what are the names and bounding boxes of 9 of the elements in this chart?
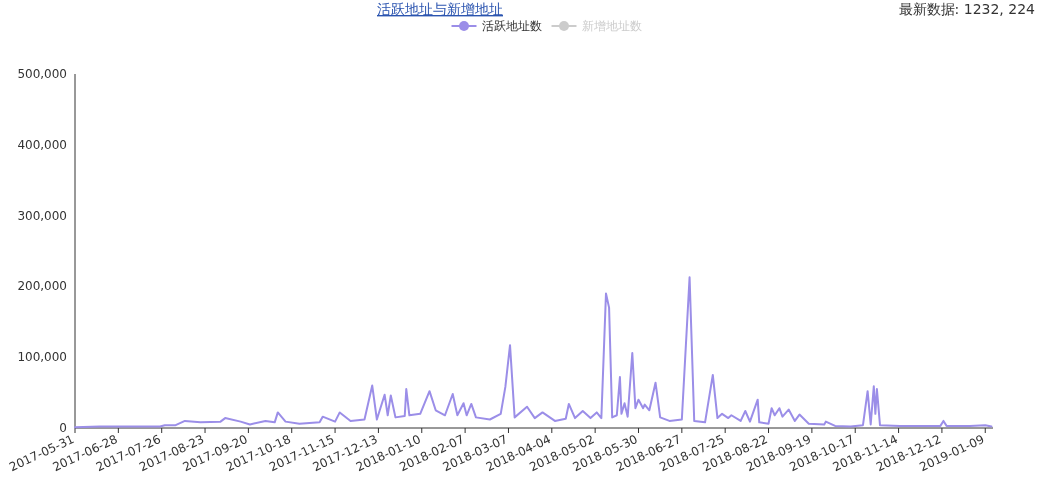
ytick: 300,000 xyxy=(17,208,67,223)
ytick: 200,000 xyxy=(17,279,67,294)
title: 活跃地址与新增地址 xyxy=(377,1,503,17)
ytick: 400,000 xyxy=(17,137,67,152)
ytick: 0 xyxy=(59,421,67,435)
ytick: 500,000 xyxy=(17,67,67,81)
ytick: 100,000 xyxy=(17,350,67,365)
annotation: 最新数据: 1232, 224 xyxy=(898,1,1035,17)
legend-label: 活跃地址数 xyxy=(481,19,542,33)
